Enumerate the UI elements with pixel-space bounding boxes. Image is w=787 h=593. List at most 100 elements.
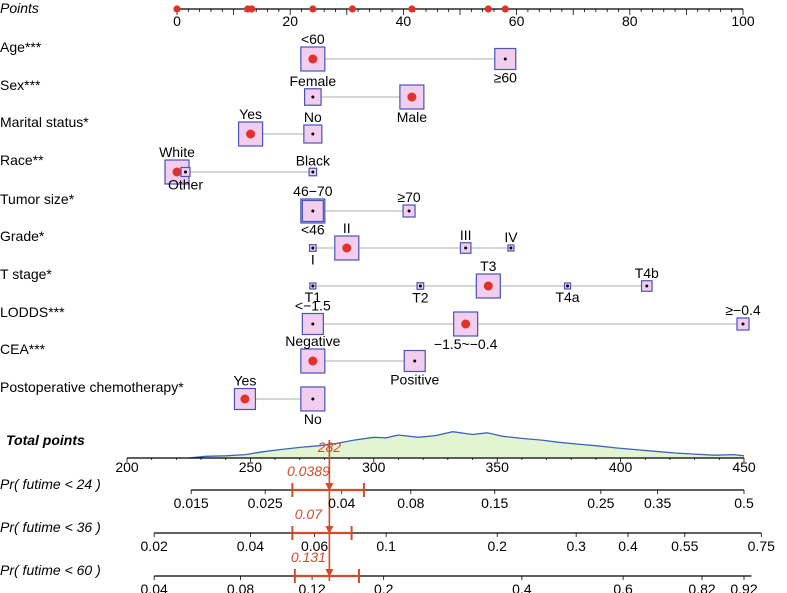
variable-row: T stage* T1 T2 T3 T4a T4b bbox=[0, 258, 659, 305]
probability-tick-label: 0.08 bbox=[227, 581, 254, 593]
category-point bbox=[311, 322, 315, 326]
probability-tick-label: 0.015 bbox=[174, 495, 209, 511]
points-axis-highlight-dot bbox=[501, 5, 509, 13]
category-label: III bbox=[460, 227, 472, 243]
category-label: 46−70 bbox=[293, 183, 333, 199]
points-axis-tick-label: 80 bbox=[622, 13, 638, 29]
probability-tick-label: 0.4 bbox=[512, 581, 532, 593]
category-label: Yes bbox=[239, 106, 262, 122]
points-axis-tick-label: 20 bbox=[282, 13, 298, 29]
category-label: Female bbox=[289, 73, 336, 89]
probability-tick-label: 0.02 bbox=[141, 538, 168, 554]
probability-tick-label: 0.6 bbox=[613, 581, 633, 593]
probability-tick-label: 0.75 bbox=[748, 538, 775, 554]
points-axis-highlight-dot bbox=[248, 5, 256, 13]
category-point bbox=[464, 246, 468, 250]
category-label: ≥70 bbox=[397, 189, 420, 205]
category-label: <46 bbox=[301, 222, 325, 238]
density-area bbox=[188, 431, 744, 458]
points-axis-title: Points bbox=[0, 0, 39, 16]
variable-label: Marital status* bbox=[0, 114, 89, 130]
variable-label: CEA*** bbox=[0, 341, 46, 357]
estimate-arrow bbox=[325, 569, 334, 577]
variable-label: Age*** bbox=[0, 39, 42, 55]
variable-row: Race** White Other Black bbox=[0, 144, 331, 193]
category-label: Other bbox=[168, 177, 203, 193]
variable-label: LODDS*** bbox=[0, 304, 65, 320]
total-points-axis: 200 250 300 350 400 450 282 bbox=[115, 431, 756, 581]
category-point bbox=[311, 132, 315, 136]
category-label: T4a bbox=[555, 289, 579, 305]
category-label: T2 bbox=[412, 289, 429, 305]
category-label: IV bbox=[504, 229, 518, 245]
variable-row: CEA*** Negative Positive bbox=[0, 333, 439, 388]
category-point bbox=[311, 95, 315, 99]
probability-axis: Pr( futime < 36 ) 0.02 0.04 0.06 0.1 0.2 0.3 0.… bbox=[0, 506, 775, 554]
probability-tick-label: 0.025 bbox=[248, 495, 283, 511]
category-selected-dot bbox=[308, 54, 318, 64]
category-label: ≥60 bbox=[494, 70, 517, 86]
total-value-label: 282 bbox=[317, 439, 342, 455]
probability-tick-label: 0.55 bbox=[671, 538, 698, 554]
variable-label: T stage* bbox=[0, 266, 52, 282]
category-label: T1 bbox=[305, 289, 322, 305]
category-label: T4b bbox=[635, 265, 659, 281]
total-points-group: Total points 200 250 300 350 400 450 282 bbox=[6, 431, 756, 581]
category-point bbox=[311, 246, 315, 250]
category-label: II bbox=[343, 220, 351, 236]
category-label: No bbox=[304, 109, 322, 125]
points-axis-highlight-dot bbox=[173, 5, 181, 13]
variable-row: Age*** <60 ≥60 bbox=[0, 31, 517, 86]
points-axis-highlight-dot bbox=[484, 5, 492, 13]
total-points-title: Total points bbox=[6, 432, 85, 448]
category-selected-dot bbox=[483, 281, 493, 291]
probability-tick-label: 0.82 bbox=[688, 581, 715, 593]
category-point bbox=[503, 57, 507, 61]
variable-row: Sex*** Female Male bbox=[0, 73, 427, 125]
variable-row: Tumor size* 46−70 <46 ≥70 bbox=[0, 183, 421, 238]
points-axis: 0 20 40 60 80 100 bbox=[173, 5, 755, 29]
variable-label: Postoperative chemotherapy* bbox=[0, 379, 184, 395]
category-label: ≥−0.4 bbox=[725, 302, 761, 318]
category-point bbox=[311, 397, 315, 401]
category-point bbox=[311, 209, 315, 213]
total-axis-tick-label: 300 bbox=[362, 459, 386, 475]
points-axis-tick-label: 40 bbox=[396, 13, 412, 29]
probability-tick-label: 0.06 bbox=[301, 538, 328, 554]
probability-axis-label: Pr( futime < 60 ) bbox=[0, 562, 101, 578]
probability-tick-label: 0.92 bbox=[730, 581, 757, 593]
probability-tick-label: 0.15 bbox=[481, 495, 508, 511]
probability-tick-label: 0.35 bbox=[644, 495, 671, 511]
category-point bbox=[645, 284, 649, 288]
category-box bbox=[300, 386, 326, 412]
variable-label: Tumor size* bbox=[0, 191, 75, 207]
category-label: −1.5~−0.4 bbox=[434, 336, 498, 352]
points-axis-highlight-dot bbox=[309, 5, 317, 13]
variable-row: Grade*III III IV bbox=[0, 220, 518, 267]
probability-axes: Pr( futime < 24 ) 0.015 0.025 0.04 0.08 0.15 0… bbox=[0, 463, 775, 593]
points-axis-highlight-dot bbox=[348, 5, 357, 13]
category-label: T3 bbox=[480, 258, 497, 274]
category-label: I bbox=[311, 251, 315, 267]
probability-tick-label: 0.1 bbox=[376, 538, 396, 554]
probability-tick-label: 0.4 bbox=[618, 538, 638, 554]
category-selected-dot bbox=[172, 167, 182, 177]
probability-axis-label: Pr( futime < 36 ) bbox=[0, 519, 101, 535]
category-box bbox=[453, 311, 479, 337]
variable-label: Grade* bbox=[0, 228, 45, 244]
category-label: Positive bbox=[390, 372, 439, 388]
total-axis-tick-label: 350 bbox=[486, 459, 510, 475]
probability-tick-label: 0.2 bbox=[487, 538, 507, 554]
category-point bbox=[741, 322, 745, 326]
total-axis-tick-label: 450 bbox=[732, 459, 756, 475]
variable-label: Sex*** bbox=[0, 77, 41, 93]
category-point bbox=[407, 209, 411, 213]
probability-tick-label: 0.5 bbox=[734, 495, 754, 511]
estimate-arrow bbox=[325, 483, 334, 491]
category-point bbox=[418, 284, 422, 288]
category-label: White bbox=[159, 144, 195, 160]
probability-estimate-label: 0.07 bbox=[295, 506, 323, 522]
variable-label: Race** bbox=[0, 152, 44, 168]
probability-axis-label: Pr( futime < 24 ) bbox=[0, 476, 101, 492]
